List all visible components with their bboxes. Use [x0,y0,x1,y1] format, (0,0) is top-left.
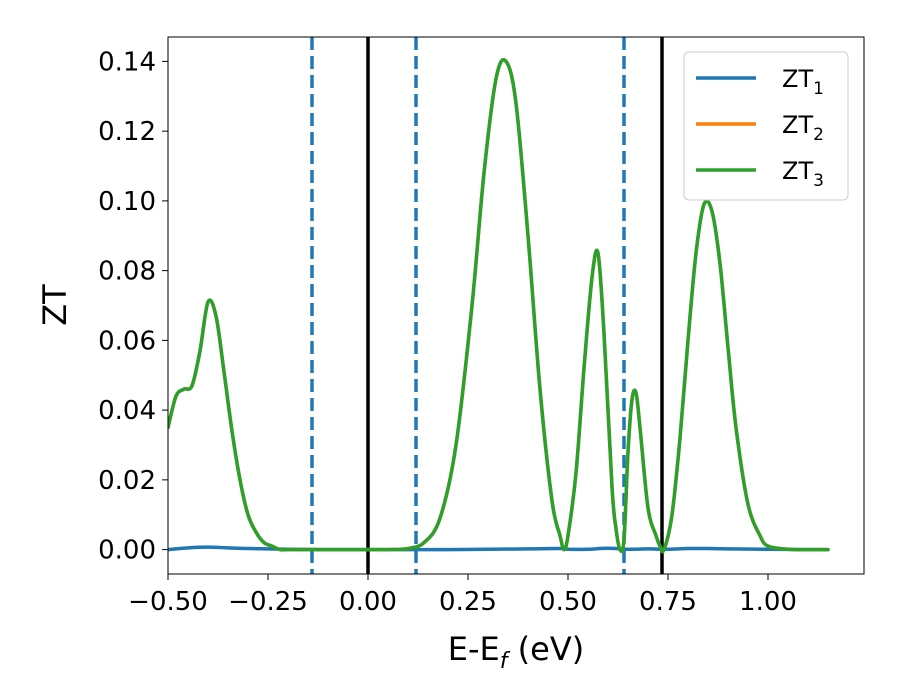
y-tick-label: 0.08 [98,257,156,287]
y-tick-label: 0.06 [98,326,156,356]
x-tick-label: 0.50 [539,587,597,617]
x-tick-label: −0.50 [128,587,208,617]
x-tick-label: 0.25 [439,587,497,617]
legend-label-zt3: ZT3 [782,157,824,191]
series-group [168,58,830,554]
legend-label-zt1: ZT1 [782,65,824,99]
x-tick-label: 0.00 [339,587,397,617]
x-tick-label: 1.00 [739,587,797,617]
legend: ZT1 ZT2 ZT3 [683,51,849,201]
y-tick-label: 0.02 [98,466,156,496]
x-axis-ticks: −0.50 −0.25 0.00 0.25 0.50 0.75 1.00 [128,574,797,617]
x-axis-label: E-Ef (eV) [448,630,584,674]
series-line-zt3 [168,58,830,554]
y-tick-label: 0.04 [98,396,156,426]
y-tick-label: 0.10 [98,187,156,217]
legend-label-zt2: ZT2 [782,111,824,145]
y-tick-label: 0.14 [98,47,156,77]
x-tick-label: 0.75 [639,587,697,617]
reference-lines [310,37,664,574]
y-axis-ticks: 0.00 0.02 0.04 0.06 0.08 0.10 0.12 0.14 [98,47,168,566]
plot-frame [167,36,865,575]
series-line-zt1 [168,545,830,552]
x-tick-label: −0.25 [228,587,308,617]
y-tick-label: 0.00 [98,536,156,566]
legend-box [683,51,849,201]
y-tick-label: 0.12 [98,117,156,147]
y-axis-label: ZT [36,284,74,326]
